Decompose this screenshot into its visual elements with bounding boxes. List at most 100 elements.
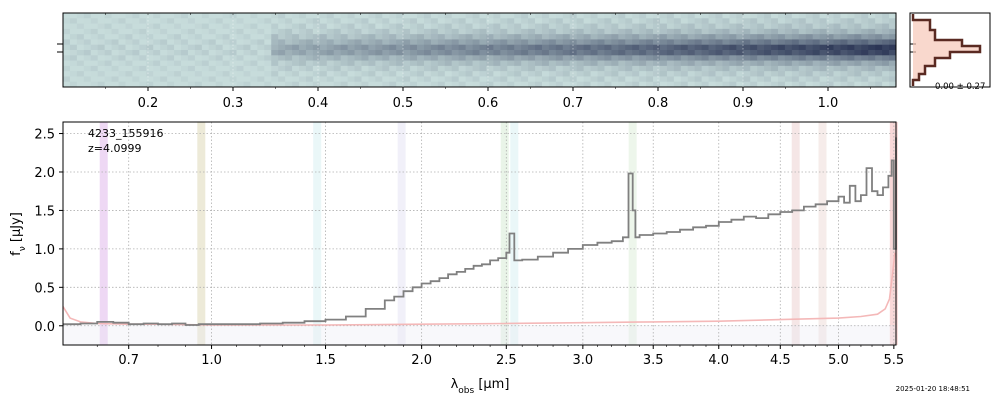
twod-pixel [132,50,140,56]
twod-pixel [847,76,855,83]
twod-pixel [201,34,210,40]
twod-pixel [451,44,460,51]
twod-pixel [472,76,480,83]
twod-pixel [659,18,668,24]
twod-pixel [139,60,147,67]
twod-pixel [104,18,112,24]
twod-pixel [861,50,869,56]
twod-pixel [125,55,133,61]
twod-pixel [264,44,272,51]
twod-pixel [90,55,99,61]
twod-pixel [541,28,550,35]
twod-pixel [625,60,633,67]
twod-pixel [736,60,744,67]
twod-pixel [389,71,397,77]
twod-pixel [798,50,807,56]
twod-pixel [576,34,585,40]
twod-pixel [76,23,85,30]
twod-pixel [528,23,536,30]
twod-pixel [118,23,126,30]
twod-pixel [285,44,293,51]
twod-pixel [590,71,598,77]
twod-pixel [472,39,480,46]
twod-pixel [396,23,404,30]
twod-pixel [375,44,383,51]
twod-pixel [97,44,106,51]
twod-pixel [340,81,349,88]
twod-pixel [805,18,814,24]
twod-pixel [340,18,349,24]
twod-pixel [104,76,112,83]
twod-pixel [805,65,814,72]
twod-pixel [701,71,709,77]
twod-pixel [410,65,418,72]
twod-pixel [125,76,133,83]
x-tick-label: 1.0 [201,353,222,368]
twod-pixel [375,76,383,83]
twod-pixel [340,28,349,35]
twod-pixel [111,28,119,35]
twod-pixel [444,23,453,30]
twod-pixel [305,18,314,24]
twod-pixel [639,23,647,30]
twod-pixel [174,71,182,77]
twod-pixel [430,81,439,88]
twod-pixel [569,44,578,51]
twod-pixel [132,39,140,46]
twod-pixel [750,39,758,46]
twod-pixel [812,28,821,35]
twod-pixel [139,39,147,46]
twod-frame [62,12,897,88]
twod-pixel [597,71,605,77]
twod-pixel [417,39,425,46]
twod-pixel [257,23,265,30]
twod-pixel [777,44,786,51]
twod-pixel [396,76,404,83]
twod-pixel [757,28,765,35]
twod-pixel [687,18,696,24]
twod-pixel [292,55,300,61]
twod-pixel [541,44,550,51]
twod-pixel [673,60,682,67]
twod-pixel [403,39,411,46]
twod-pixel [368,50,376,56]
twod-pixel [187,65,196,72]
twod-pixel [826,13,834,19]
twod-pixel [590,28,598,35]
twod-pixel [90,76,99,83]
twod-pixel [250,65,258,72]
twod-pixel [722,81,730,88]
twod-pixel [528,28,536,35]
twod-pixel [444,65,453,72]
twod-pixel [243,13,251,19]
twod-pixel [340,44,349,51]
twod-pixel [555,28,564,35]
twod-pixel [194,39,203,46]
twod-pixel [187,71,196,77]
twod-pixel [69,81,78,88]
twod-pixel [215,81,224,88]
twod-pixel [139,81,147,88]
twod-pixel [194,55,203,61]
twod-pixel [63,34,71,40]
twod-pixel [659,65,668,72]
twod-pixel [805,60,814,67]
twod-pixel [708,81,716,88]
twod-pixel [465,65,473,72]
twod-pixel [472,44,480,51]
twod-pixel [659,39,668,46]
twod-pixel [69,60,78,67]
twod-pixel [139,50,147,56]
twod-pixel [174,50,182,56]
twod-pixel [722,76,730,83]
twod-pixel [889,39,897,46]
twod-pixel [743,55,751,61]
twod-pixel [528,44,536,51]
twod-pixel [833,71,841,77]
twod-pixel [76,44,85,51]
twod-pixel [604,76,612,83]
twod-pixel [271,44,279,51]
twod-pixel [389,39,397,46]
twod-pixel [153,39,161,46]
twod-pixel [840,65,848,72]
